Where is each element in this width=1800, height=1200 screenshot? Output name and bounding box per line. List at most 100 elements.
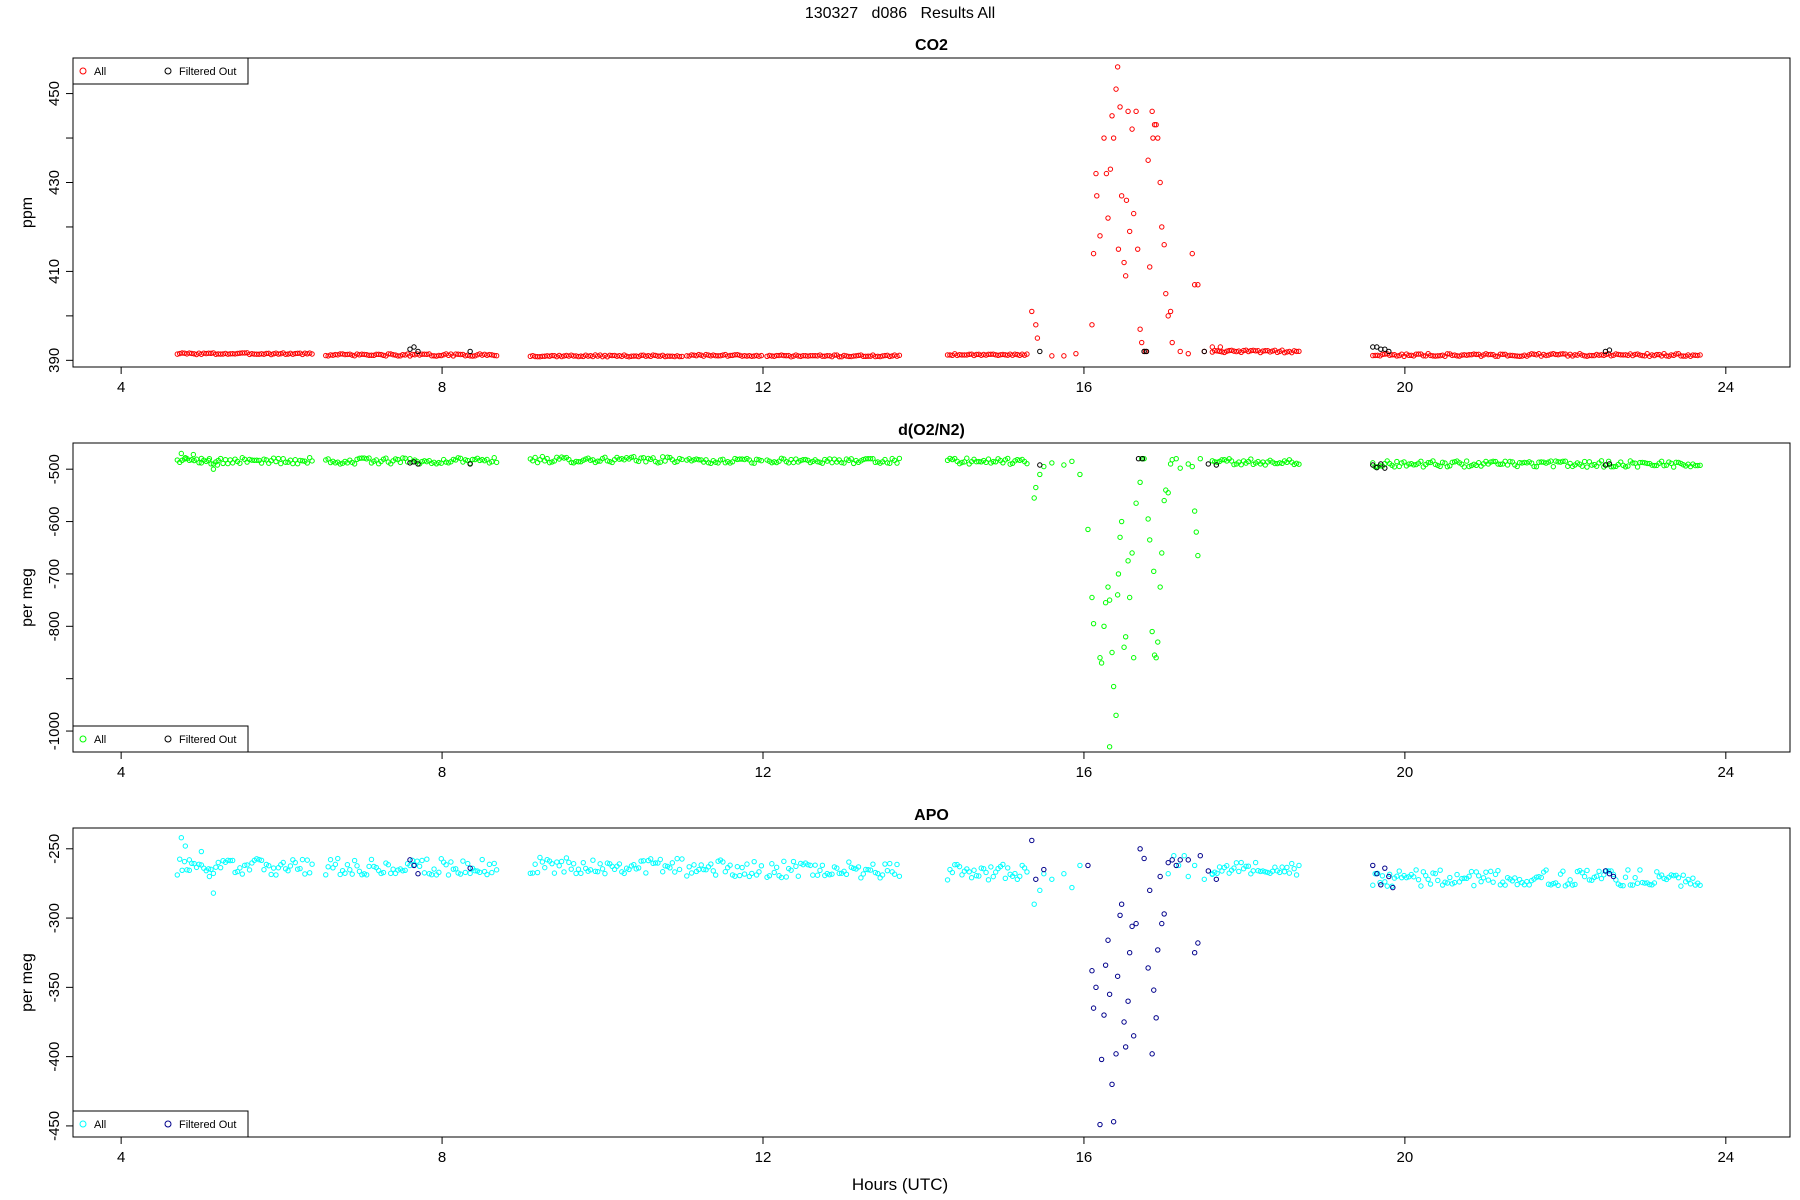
- data-point: [1012, 870, 1018, 877]
- data-point: [971, 867, 977, 873]
- y-tick-label: -800: [46, 611, 63, 641]
- data-point: [306, 870, 313, 876]
- data-point: [1165, 871, 1171, 877]
- data-point: [1663, 353, 1670, 359]
- data-point: [578, 353, 584, 359]
- data-point: [1012, 351, 1018, 357]
- data-point: [992, 869, 999, 875]
- data-point: [1394, 458, 1400, 465]
- data-point: [302, 871, 308, 877]
- data-point: [347, 867, 353, 873]
- data-point: [1560, 351, 1566, 357]
- data-point: [1293, 460, 1300, 467]
- data-point: [1106, 991, 1113, 997]
- legend-box: [72, 725, 249, 753]
- data-point: [1444, 351, 1451, 357]
- data-point: [1126, 594, 1133, 601]
- data-point: [1279, 864, 1285, 870]
- data-point: [850, 865, 857, 872]
- data-point: [1425, 876, 1431, 883]
- data-point: [834, 865, 840, 871]
- data-point: [1185, 873, 1191, 880]
- data-point: [657, 459, 664, 465]
- data-point: [229, 460, 236, 466]
- data-point: [672, 459, 678, 465]
- data-point: [1382, 865, 1388, 871]
- data-point: [633, 457, 639, 464]
- data-point: [414, 858, 420, 864]
- data-point: [1150, 135, 1156, 141]
- points-layer: [174, 450, 1703, 750]
- data-point: [1432, 870, 1439, 877]
- data-point: [582, 456, 589, 462]
- data-point: [751, 858, 757, 865]
- plot-frame: [72, 827, 1791, 1138]
- data-point: [1430, 458, 1436, 464]
- data-point: [788, 354, 794, 360]
- figure-x-axis-label: Hours (UTC): [852, 1175, 948, 1194]
- data-point: [1651, 880, 1658, 886]
- data-point: [1490, 458, 1496, 464]
- data-point: [1161, 911, 1167, 917]
- data-point: [896, 455, 903, 462]
- data-point: [208, 866, 214, 873]
- data-point: [1370, 882, 1376, 888]
- data-point: [1437, 867, 1443, 873]
- data-point: [848, 353, 854, 360]
- data-point: [1145, 965, 1151, 971]
- data-point: [1389, 352, 1395, 358]
- data-point: [282, 459, 289, 465]
- data-point: [1147, 887, 1153, 894]
- data-point: [616, 861, 623, 867]
- data-point: [1296, 862, 1302, 869]
- data-point: [1169, 857, 1175, 863]
- data-point: [1195, 282, 1201, 288]
- data-point: [1137, 479, 1143, 485]
- data-point: [383, 455, 389, 461]
- data-point: [206, 873, 213, 880]
- data-point: [1077, 471, 1083, 478]
- data-point: [949, 869, 956, 876]
- data-point: [481, 868, 488, 875]
- data-point: [198, 848, 205, 855]
- data-point: [1037, 471, 1043, 478]
- data-point: [1117, 912, 1123, 918]
- data-point: [734, 863, 741, 870]
- data-point: [246, 456, 253, 463]
- data-point: [337, 461, 343, 467]
- data-point: [831, 456, 838, 462]
- data-point: [1382, 346, 1388, 352]
- data-point: [213, 864, 219, 870]
- data-point: [1606, 461, 1613, 467]
- data-point: [1224, 348, 1230, 354]
- series-0: [174, 834, 1703, 907]
- data-point: [1579, 352, 1585, 358]
- data-point: [1097, 655, 1103, 661]
- data-point: [1598, 875, 1605, 882]
- data-point: [1386, 873, 1392, 880]
- data-point: [181, 858, 188, 865]
- data-point: [1000, 351, 1006, 358]
- data-point: [1608, 353, 1614, 359]
- data-point: [1420, 353, 1427, 359]
- data-point: [1041, 866, 1047, 873]
- data-point: [802, 456, 809, 463]
- data-point: [633, 866, 639, 872]
- data-point: [544, 455, 550, 462]
- data-point: [472, 868, 478, 874]
- data-point: [489, 869, 495, 876]
- data-point: [1157, 873, 1163, 880]
- data-point: [462, 457, 469, 463]
- data-point: [539, 453, 546, 460]
- data-point: [609, 352, 615, 359]
- data-point: [373, 457, 379, 463]
- data-point: [597, 861, 603, 867]
- data-point: [1191, 282, 1198, 288]
- data-point: [867, 867, 874, 873]
- data-point: [712, 872, 719, 878]
- data-point: [1560, 458, 1566, 465]
- data-point: [1107, 166, 1114, 172]
- data-point: [1197, 853, 1203, 859]
- data-point: [647, 856, 654, 862]
